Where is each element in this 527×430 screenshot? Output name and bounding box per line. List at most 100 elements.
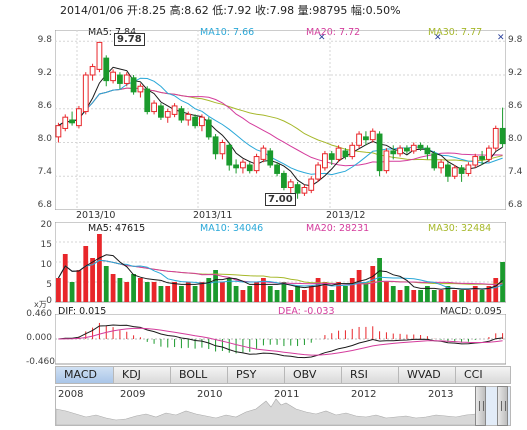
vol-ma20-label: MA20: 28231: [306, 223, 370, 234]
candle-body: [397, 147, 403, 155]
candle-body: [342, 150, 349, 158]
candle-body: [103, 57, 110, 82]
candle-body: [117, 74, 123, 84]
volume-bar: [329, 290, 335, 302]
candle-body: [322, 153, 328, 169]
year-label: 2011: [274, 389, 300, 400]
volume-bar: [158, 286, 164, 302]
tab-psy[interactable]: PSY: [228, 367, 285, 383]
candle-body: [410, 144, 417, 152]
macd-chart[interactable]: [55, 314, 506, 366]
tab-kdj[interactable]: KDJ: [114, 367, 171, 383]
navigator-left-handle[interactable]: [475, 386, 486, 426]
candle-body: [390, 150, 397, 155]
candle-body: [465, 164, 472, 174]
time-navigator[interactable]: 2008 2009 2010 2011 2012 2013: [55, 386, 511, 426]
candle-body: [445, 164, 451, 177]
candle-body: [281, 172, 287, 188]
volume-bar: [213, 270, 218, 302]
price-chart[interactable]: [55, 30, 506, 210]
candle-body: [233, 164, 239, 169]
volume-bar: [69, 282, 75, 302]
price-tick-right: 6.8: [508, 200, 523, 210]
navigator-right-handle[interactable]: [497, 386, 508, 426]
price-tick-right: 8.6: [508, 101, 523, 111]
tab-boll[interactable]: BOLL: [171, 367, 228, 383]
year-label: 2008: [58, 389, 84, 400]
volume-bar: [295, 286, 300, 302]
candle-body: [110, 71, 116, 82]
candle-body: [479, 156, 485, 160]
volume-bar: [192, 286, 198, 302]
candle-body: [246, 164, 253, 172]
candle-body: [458, 167, 465, 174]
year-label: 2009: [120, 389, 146, 400]
volume-bar: [322, 282, 328, 302]
volume-bar: [233, 286, 239, 302]
candle-body: [151, 102, 157, 113]
candle-body: [55, 125, 62, 138]
volume-bar: [226, 278, 232, 302]
ma20-close-icon[interactable]: ✕: [318, 33, 326, 43]
candle-body: [438, 161, 444, 169]
volume-bar: [302, 290, 307, 302]
tab-cci[interactable]: CCI: [464, 368, 483, 381]
volume-bar: [76, 270, 82, 302]
candle-body: [137, 85, 144, 93]
volume-chart[interactable]: [55, 222, 506, 304]
candle-body: [301, 187, 308, 194]
candle-body: [164, 111, 171, 118]
candle-body: [62, 116, 69, 129]
candle-body: [253, 156, 260, 172]
candle-body: [376, 133, 383, 172]
volume-bar: [117, 278, 123, 302]
volume-bar: [425, 286, 430, 302]
volume-bar: [472, 286, 478, 302]
ma20-label: MA20: 7.72: [306, 27, 361, 38]
tab-wvad[interactable]: WVAD: [399, 367, 456, 383]
tab-obv[interactable]: OBV: [285, 367, 342, 383]
volume-bar: [274, 290, 280, 302]
candle-body: [158, 105, 164, 118]
volume-bar: [179, 286, 184, 302]
volume-bar: [363, 282, 369, 302]
volume-bar: [151, 282, 157, 302]
candle-body: [308, 178, 315, 191]
volume-bar: [336, 282, 341, 302]
volume-bar: [500, 262, 505, 302]
candle-body: [144, 88, 151, 113]
volume-bar: [493, 278, 499, 302]
panel-close-icon[interactable]: ✕: [497, 33, 505, 43]
ma30-label: MA30: 7.77: [428, 27, 483, 38]
volume-bar: [349, 278, 355, 302]
tab-rsi[interactable]: RSI: [342, 367, 399, 383]
price-tick-right: 7.4: [508, 167, 523, 177]
candle-body: [294, 184, 301, 194]
candle-body: [315, 164, 321, 180]
volume-bar: [418, 290, 423, 302]
candle-body: [274, 164, 280, 174]
volume-bar: [199, 282, 205, 302]
ma30-close-icon[interactable]: ✕: [434, 33, 442, 43]
ma5-label: MA5: 7.84: [88, 27, 137, 38]
volume-bar: [281, 282, 287, 302]
volume-bar: [308, 286, 314, 302]
ma10-label: MA10: 7.66: [200, 27, 255, 38]
candle-body: [76, 108, 82, 127]
candle-body: [130, 77, 137, 93]
volume-bar: [261, 278, 266, 302]
volume-bar: [131, 274, 136, 302]
candle-body: [451, 167, 458, 177]
candle-body: [363, 136, 369, 141]
candle-body: [240, 161, 246, 169]
volume-bar: [397, 290, 403, 302]
tab-macd[interactable]: MACD: [56, 367, 114, 383]
dea-label: DEA: -0.033: [278, 306, 335, 317]
dea-line: [58, 327, 503, 356]
candle-body: [287, 181, 294, 188]
volume-bar: [185, 282, 191, 302]
candle-body: [199, 116, 205, 127]
price-tick-right: 9.8: [508, 35, 523, 45]
volume-bar: [97, 234, 102, 302]
volume-bar: [62, 254, 68, 302]
